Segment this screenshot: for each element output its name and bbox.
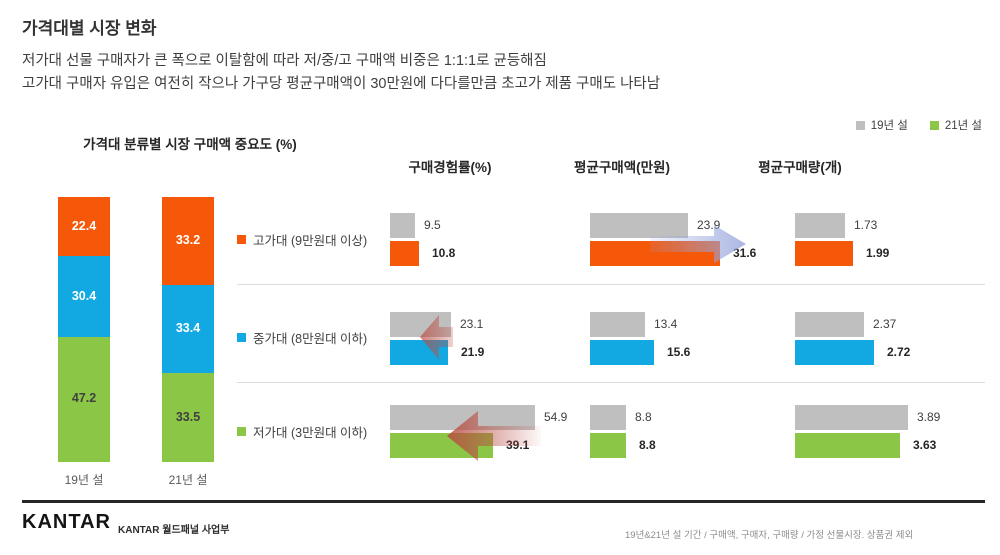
legend-label-21: 21년 설 xyxy=(944,120,982,132)
row-divider-1 xyxy=(237,284,985,285)
footer-note: 19년&21년 설 기간 / 구매액, 구매자, 구매량 / 가정 선물시장. … xyxy=(625,530,914,541)
bar-19 xyxy=(590,312,645,337)
x-axis-label: 19년 설 xyxy=(64,473,104,487)
stacked-bar-value: 22.4 xyxy=(71,218,97,233)
bar-19 xyxy=(795,213,845,238)
stacked-bar-segment: 33.2 xyxy=(162,197,214,285)
bar-19 xyxy=(590,405,626,430)
stacked-bar-segment: 33.5 xyxy=(162,373,214,463)
stacked-bar-value: 33.2 xyxy=(175,232,201,247)
legend-swatch-21-icon xyxy=(929,120,939,130)
bar-value-21: 15.6 xyxy=(667,345,691,359)
bar-value-19: 13.4 xyxy=(654,317,678,331)
decrease-arrow-large-icon xyxy=(447,411,541,461)
legend-swatch-19-icon xyxy=(855,120,865,130)
bar-value-19: 1.73 xyxy=(854,218,878,232)
bar-value-19: 54.9 xyxy=(544,410,568,424)
bar-21 xyxy=(590,433,626,458)
legend: 19년 설 21년 설 xyxy=(855,117,982,133)
bar-21 xyxy=(390,241,419,266)
bar-value-19: 23.1 xyxy=(460,317,484,331)
subtitle-line-1: 저가대 선물 구매자가 큰 폭으로 이탈함에 따라 저/중/고 구매액 비중은 … xyxy=(22,53,547,69)
bar-value-21: 31.6 xyxy=(733,246,757,260)
legend-item-21: 21년 설 xyxy=(929,117,982,133)
row-divider-2 xyxy=(237,382,985,383)
bar-value-19: 2.37 xyxy=(873,317,897,331)
bar-value-21: 3.63 xyxy=(913,438,937,452)
page-title: 가격대별 시장 변화 xyxy=(22,19,157,38)
bar-value-19: 3.89 xyxy=(917,410,941,424)
stacked-bar-value: 47.2 xyxy=(71,391,97,406)
stacked-bar-segment: 30.4 xyxy=(58,256,110,337)
stacked-chart-title: 가격대 분류별 시장 구매액 중요도 (%) xyxy=(83,137,297,152)
bar-21 xyxy=(795,241,853,266)
bar-21 xyxy=(590,340,654,365)
category-label: 중가대 (8만원대 이하) xyxy=(253,332,368,346)
legend-item-19: 19년 설 xyxy=(855,117,908,133)
bar-value-21: 1.99 xyxy=(866,246,890,260)
stacked-bar-segment: 47.2 xyxy=(58,336,110,462)
bar-value-21: 8.8 xyxy=(639,438,656,452)
legend-label-19: 19년 설 xyxy=(870,120,908,132)
bar-19 xyxy=(590,213,688,238)
increase-arrow-icon xyxy=(650,225,746,263)
column-header: 평균구매액(만원) xyxy=(574,160,670,175)
category-row: 저가대 (3만원대 이하) xyxy=(237,422,367,441)
stacked-bar-value: 30.4 xyxy=(71,288,97,303)
bar-19 xyxy=(795,405,908,430)
category-row: 중가대 (8만원대 이하) xyxy=(237,328,367,347)
column-header: 구매경험률(%) xyxy=(408,160,492,175)
kantar-logo: KANTAR xyxy=(22,511,111,533)
category-label: 고가대 (9만원대 이상) xyxy=(253,234,368,248)
stacked-bar-value: 33.5 xyxy=(175,409,201,424)
category-swatch-icon xyxy=(237,427,246,436)
category-swatch-icon xyxy=(237,235,246,244)
stacked-bar-segment: 33.4 xyxy=(162,284,214,374)
subtitle-line-2: 고가대 구매자 유입은 여전히 작으나 가구당 평균구매액이 30만원에 다다를… xyxy=(22,76,661,92)
bar-19 xyxy=(795,312,864,337)
category-row: 고가대 (9만원대 이상) xyxy=(237,230,367,249)
bar-value-19: 9.5 xyxy=(424,218,441,232)
stacked-bar-segment: 22.4 xyxy=(58,197,110,257)
stacked-bar-value: 33.4 xyxy=(175,321,201,336)
category-label: 저가대 (3만원대 이하) xyxy=(253,426,368,440)
x-axis-label: 21년 설 xyxy=(168,473,208,487)
footer-rule xyxy=(22,500,985,503)
bar-21 xyxy=(795,433,900,458)
bar-value-21: 10.8 xyxy=(432,246,456,260)
decrease-arrow-small-icon xyxy=(420,315,453,360)
bar-value-21: 21.9 xyxy=(461,345,485,359)
bar-value-19: 8.8 xyxy=(635,410,652,424)
bar-value-21: 2.72 xyxy=(887,345,911,359)
category-swatch-icon xyxy=(237,333,246,342)
bar-21 xyxy=(795,340,874,365)
column-header: 평균구매량(개) xyxy=(758,160,842,175)
bar-19 xyxy=(390,213,415,238)
footer-department: KANTAR 월드패널 사업부 xyxy=(118,525,230,536)
